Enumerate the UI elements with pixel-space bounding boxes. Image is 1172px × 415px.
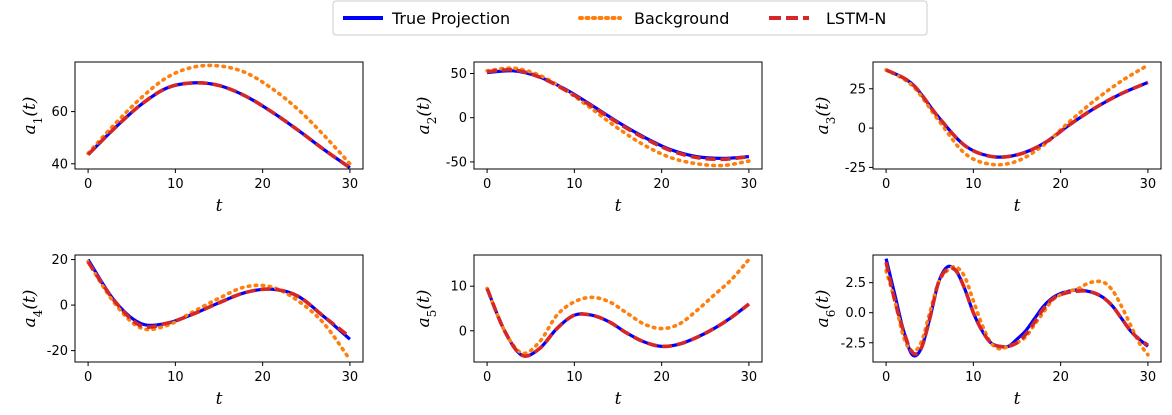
y-tick-label: -20 — [47, 344, 68, 359]
series-line-lstm-n — [885, 68, 1149, 159]
x-tick-label: 30 — [342, 370, 359, 385]
x-axis-label: t — [1014, 196, 1021, 216]
x-tick-label: 20 — [254, 370, 271, 385]
legend-frame — [332, 0, 928, 36]
x-tick-label: 20 — [1052, 177, 1069, 192]
x-tick-label: 0 — [483, 177, 491, 192]
subplot-3: 0 10 20 30 25 0 -25 t a3(t) — [813, 61, 1162, 216]
y-axis-label: a6(t) — [813, 290, 838, 328]
x-tick-label: 20 — [254, 177, 271, 192]
x-tick-label: 0 — [84, 177, 92, 192]
subplot-1: 0 10 20 30 40 60 t a1(t) — [20, 61, 364, 216]
legend-label-background: Background — [634, 9, 729, 28]
x-tick-label: 20 — [1052, 370, 1069, 385]
x-tick-label: 0 — [84, 370, 92, 385]
y-tick-label: 0 — [60, 299, 68, 314]
axes-frame — [473, 254, 763, 363]
x-axis-label: t — [615, 389, 622, 409]
axes-frame — [74, 254, 364, 363]
y-axis-label: a3(t) — [813, 97, 838, 135]
subplot-6: 0 10 20 30 2.5 0.0 -2.5 t a6(t) — [813, 254, 1162, 409]
legend-label-lstm-n: LSTM-N — [826, 9, 886, 28]
y-tick-label: 60 — [51, 105, 68, 120]
x-tick-label: 0 — [882, 370, 890, 385]
x-tick-label: 20 — [653, 177, 670, 192]
legend: True Projection Background LSTM-N — [332, 0, 928, 36]
x-tick-label: 10 — [965, 370, 982, 385]
axes-frame — [473, 61, 763, 170]
x-tick-label: 10 — [167, 177, 184, 192]
axes-frame — [872, 254, 1162, 363]
series-line-lstm-n — [485, 287, 751, 358]
y-tick-label: 40 — [51, 157, 68, 172]
x-tick-label: 10 — [167, 370, 184, 385]
y-axis-label: a5(t) — [414, 290, 439, 328]
series-line-background — [86, 63, 352, 166]
x-axis-label: t — [615, 196, 622, 216]
y-tick-label: 0.0 — [845, 306, 866, 321]
series-group — [485, 257, 751, 358]
y-tick-label: 50 — [450, 67, 467, 82]
series-group — [884, 258, 1150, 358]
x-tick-label: 10 — [965, 177, 982, 192]
x-axis-label: t — [216, 389, 223, 409]
x-tick-label: 10 — [566, 370, 583, 385]
series-line-background — [485, 66, 751, 168]
series-line-lstm-n — [86, 260, 352, 339]
series-line-background — [485, 257, 751, 356]
y-axis-label: a1(t) — [20, 97, 45, 135]
y-axis-label: a2(t) — [414, 97, 439, 135]
series-line-true-projection — [86, 81, 351, 169]
y-tick-label: 10 — [450, 280, 467, 295]
y-tick-label: 20 — [51, 253, 68, 268]
y-tick-label: 0 — [459, 324, 467, 339]
y-tick-label: -2.5 — [841, 336, 866, 351]
series-line-background — [86, 260, 352, 362]
legend-label-true-projection: True Projection — [391, 9, 510, 28]
subplot-5: 0 10 20 30 10 0 t a5(t) — [414, 254, 763, 409]
y-tick-label: -25 — [845, 161, 866, 176]
y-axis-label: a4(t) — [20, 290, 45, 328]
series-line-background — [884, 63, 1150, 167]
axes-frame — [74, 61, 364, 170]
y-tick-label: 0 — [858, 122, 866, 137]
x-tick-label: 0 — [882, 177, 890, 192]
series-line-true-projection — [885, 68, 1149, 159]
series-group — [86, 63, 352, 169]
subplot-4: 0 10 20 30 20 0 -20 t a4(t) — [20, 253, 364, 409]
series-group — [86, 258, 352, 362]
y-tick-label: -50 — [446, 155, 467, 170]
x-axis-label: t — [1014, 389, 1021, 409]
series-group — [485, 66, 751, 168]
x-tick-label: 30 — [342, 177, 359, 192]
axes-frame — [872, 61, 1162, 170]
y-tick-label: 2.5 — [845, 276, 866, 291]
x-tick-label: 30 — [741, 370, 758, 385]
series-line-lstm-n — [884, 261, 1149, 356]
x-tick-label: 30 — [1140, 370, 1157, 385]
y-tick-label: 0 — [459, 111, 467, 126]
series-line-lstm-n — [486, 67, 750, 162]
x-tick-label: 20 — [653, 370, 670, 385]
subplot-2: 0 10 20 30 50 0 -50 t a2(t) — [414, 61, 763, 216]
x-tick-label: 30 — [1140, 177, 1157, 192]
x-tick-label: 10 — [566, 177, 583, 192]
series-line-true-projection — [486, 69, 750, 160]
series-group — [884, 63, 1150, 167]
x-tick-label: 30 — [741, 177, 758, 192]
x-axis-label: t — [216, 196, 223, 216]
y-tick-label: 25 — [849, 82, 866, 97]
subplots-grid: 0 10 20 30 40 60 t a1(t) 0 10 20 30 50 0 -50 t a2(t) 0 10 2… — [20, 61, 1162, 409]
series-line-lstm-n — [86, 80, 351, 169]
x-tick-label: 0 — [483, 370, 491, 385]
